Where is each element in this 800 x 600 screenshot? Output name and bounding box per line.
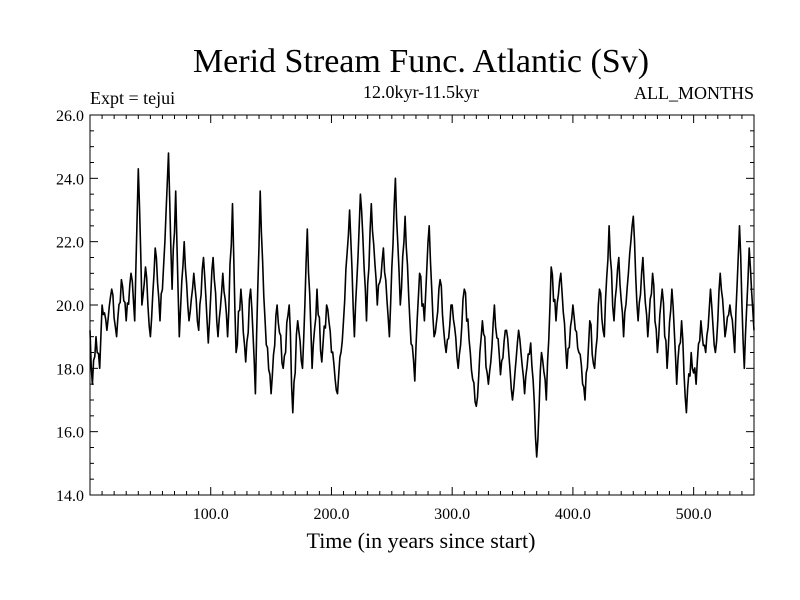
x-tick-label: 100.0 bbox=[193, 506, 229, 523]
x-tick-label: 400.0 bbox=[555, 506, 591, 523]
y-tick-label: 18.0 bbox=[56, 361, 84, 378]
y-tick-label: 22.0 bbox=[56, 235, 84, 252]
experiment-label: Expt = tejui bbox=[90, 88, 175, 108]
x-tick-label: 300.0 bbox=[434, 506, 470, 523]
x-tick-label: 500.0 bbox=[676, 506, 712, 523]
plot-area: 14.0 16.0 18.0 20.0 22.0 24.0 26.0 100.0 200.0 3… bbox=[56, 108, 755, 523]
y-tick-label: 14.0 bbox=[56, 488, 84, 505]
x-axis: 100.0 200.0 300.0 400.0 500.0 bbox=[101, 115, 743, 523]
x-tick-label: 200.0 bbox=[313, 506, 349, 523]
x-axis-label: Time (in years since start) bbox=[307, 528, 536, 553]
y-tick-label: 20.0 bbox=[56, 298, 84, 315]
chart-subtitle: 12.0kyr-11.5kyr bbox=[363, 82, 479, 102]
y-axis: 14.0 16.0 18.0 20.0 22.0 24.0 26.0 bbox=[56, 108, 754, 505]
y-tick-label: 16.0 bbox=[56, 425, 84, 442]
y-tick-label: 26.0 bbox=[56, 108, 84, 125]
months-label: ALL_MONTHS bbox=[634, 83, 754, 103]
y-tick-label: 24.0 bbox=[56, 171, 84, 188]
series-line bbox=[89, 152, 755, 458]
chart-title: Merid Stream Func. Atlantic (Sv) bbox=[193, 43, 649, 80]
